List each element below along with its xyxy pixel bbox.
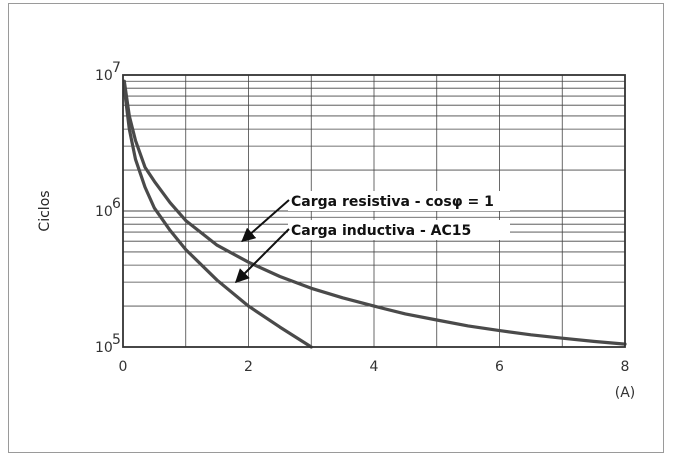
x-tick-label: 2 <box>244 359 253 375</box>
x-tick-label: 8 <box>621 359 630 375</box>
chart-frame: 0 2 4 6 8 10 7 10 6 10 5 Carga resistiva - cosφ = … <box>8 3 664 453</box>
series-line-2 <box>122 86 313 349</box>
y-tick-base: 10 <box>95 340 113 356</box>
y-tick-exponent: 6 <box>112 196 121 212</box>
annotation-arrow-2 <box>234 228 290 284</box>
x-tick-label: 4 <box>370 359 379 375</box>
plot-border <box>122 74 626 348</box>
series-line-1 <box>122 79 627 346</box>
y-tick-exponent: 7 <box>112 60 121 76</box>
annotation-label-2: Carga inductiva - AC15 <box>291 223 471 239</box>
annotation-arrow-1 <box>241 199 290 243</box>
annotations: Carga resistiva - cosφ = 1 Carga inductiv… <box>234 191 510 284</box>
x-tick-label: 0 <box>119 359 128 375</box>
y-axis-label: Ciclos <box>37 190 53 231</box>
axes <box>122 74 626 348</box>
y-tick-base: 10 <box>95 68 113 84</box>
x-axis-unit: (A) <box>615 385 636 401</box>
y-tick-label: 10 6 <box>95 196 121 220</box>
annotation-bg <box>288 191 510 211</box>
annotation-label-1: Carga resistiva - cosφ = 1 <box>291 194 494 210</box>
y-tick-base: 10 <box>95 204 113 220</box>
y-tick-label: 10 5 <box>95 332 121 356</box>
series-group <box>122 79 627 349</box>
annotation-bg <box>288 220 510 240</box>
y-tick-exponent: 5 <box>112 332 121 348</box>
y-tick-label: 10 7 <box>95 60 121 84</box>
x-tick-label: 6 <box>495 359 504 375</box>
